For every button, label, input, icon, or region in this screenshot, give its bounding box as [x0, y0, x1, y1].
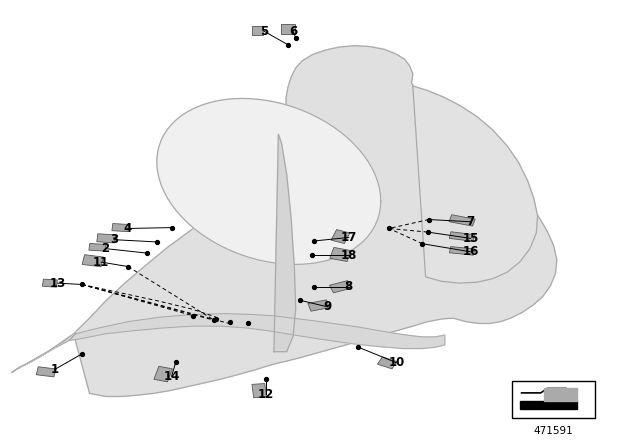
Text: 9: 9: [324, 300, 332, 314]
Text: 16: 16: [462, 245, 479, 258]
Polygon shape: [330, 247, 351, 262]
Polygon shape: [378, 357, 397, 369]
Text: 15: 15: [462, 232, 479, 245]
Text: 1: 1: [51, 363, 58, 376]
Text: 10: 10: [388, 356, 405, 370]
Bar: [512, 381, 595, 418]
Polygon shape: [308, 300, 330, 311]
Polygon shape: [449, 215, 475, 226]
Text: 11: 11: [93, 255, 109, 269]
Polygon shape: [449, 246, 475, 255]
Polygon shape: [331, 229, 350, 244]
Polygon shape: [157, 99, 381, 264]
Text: 4: 4: [124, 222, 132, 235]
Text: 3: 3: [110, 233, 118, 246]
Text: 471591: 471591: [534, 426, 573, 435]
Polygon shape: [69, 314, 445, 349]
Polygon shape: [82, 255, 104, 267]
Polygon shape: [520, 401, 577, 409]
Text: 17: 17: [340, 231, 357, 244]
Polygon shape: [330, 280, 351, 293]
Text: 12: 12: [257, 388, 274, 401]
Text: 14: 14: [163, 370, 180, 383]
Polygon shape: [12, 334, 76, 373]
Polygon shape: [97, 234, 116, 243]
Polygon shape: [274, 134, 296, 352]
Polygon shape: [281, 24, 295, 34]
Polygon shape: [74, 46, 557, 396]
Text: 8: 8: [345, 280, 353, 293]
Text: 2: 2: [102, 242, 109, 255]
Text: 6: 6: [289, 25, 297, 38]
Text: 18: 18: [340, 249, 357, 262]
Polygon shape: [252, 26, 263, 35]
Polygon shape: [154, 366, 173, 382]
Polygon shape: [112, 224, 129, 232]
Polygon shape: [89, 243, 106, 251]
Polygon shape: [413, 86, 538, 283]
Text: 5: 5: [260, 25, 268, 38]
Text: 13: 13: [49, 276, 66, 290]
Polygon shape: [252, 383, 266, 398]
Polygon shape: [36, 367, 56, 377]
Text: 7: 7: [467, 215, 474, 228]
Polygon shape: [19, 337, 69, 367]
Polygon shape: [449, 232, 475, 241]
Polygon shape: [42, 279, 58, 287]
Polygon shape: [544, 388, 577, 401]
